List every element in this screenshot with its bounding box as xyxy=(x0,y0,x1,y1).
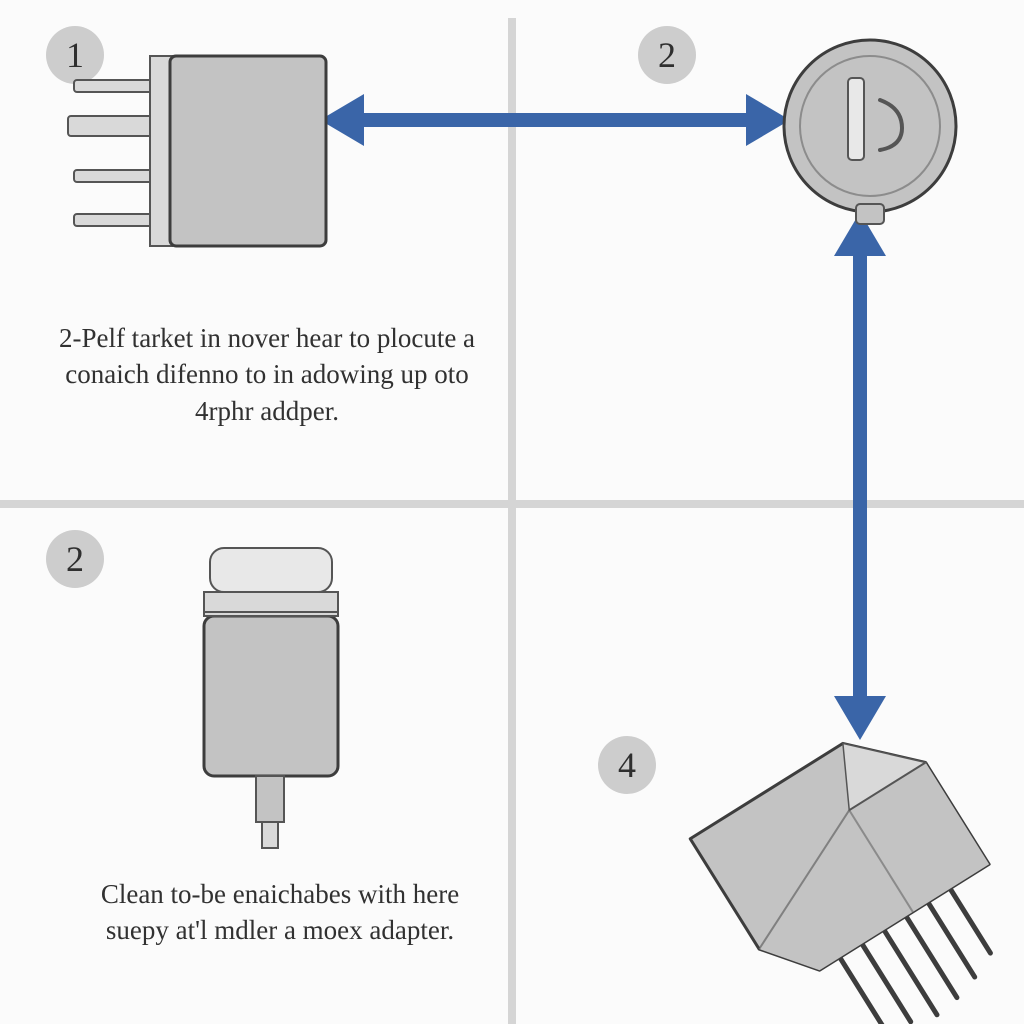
round-connector-icon xyxy=(784,40,956,224)
arrow-horizontal xyxy=(320,94,790,146)
angled-plug-icon xyxy=(690,712,1024,1024)
arrow-vertical xyxy=(834,212,886,740)
shapes-layer xyxy=(0,0,1024,1024)
diagram-canvas: 1 2 2 4 2-Pelf tarket in nover hear to p… xyxy=(0,0,1024,1024)
plug-icon xyxy=(68,56,326,246)
adapter-icon xyxy=(204,548,338,848)
